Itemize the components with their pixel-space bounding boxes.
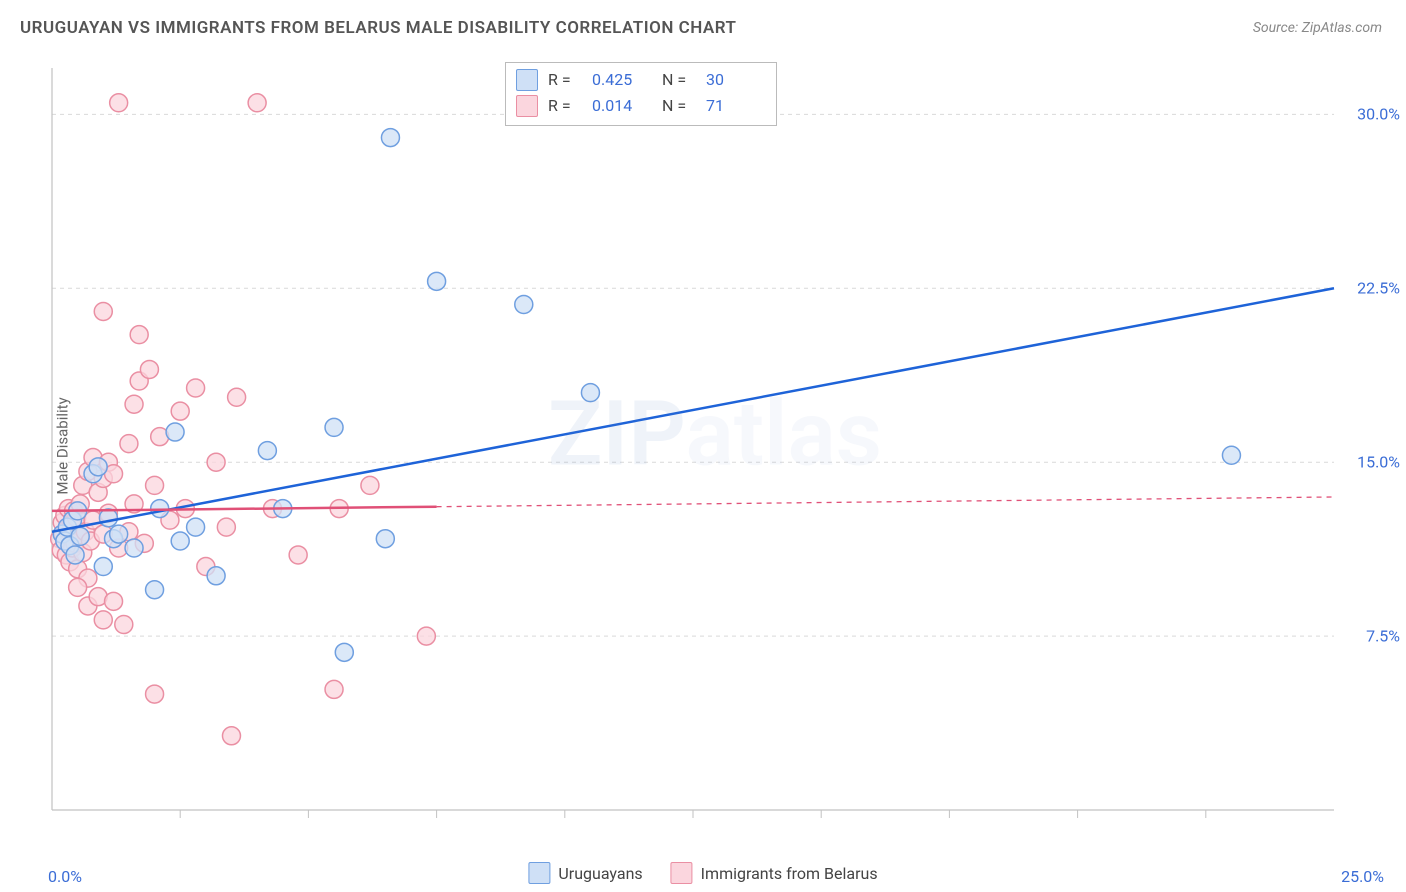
legend-n-value-2: 71	[706, 93, 766, 119]
legend-stats-row-2: R = 0.014 N = 71	[516, 93, 766, 119]
plot-area: ZIPatlas R = 0.425 N = 30 R = 0.014 N = …	[50, 60, 1380, 840]
y-tick-label: 30.0%	[1357, 105, 1400, 124]
legend-swatch-1	[516, 69, 538, 91]
legend-swatch-bottom-1	[528, 862, 550, 884]
chart-container: URUGUAYAN VS IMMIGRANTS FROM BELARUS MAL…	[0, 0, 1406, 892]
legend-stats-row-1: R = 0.425 N = 30	[516, 67, 766, 93]
source-label: Source: ZipAtlas.com	[1253, 20, 1382, 36]
legend-r-prefix: R =	[548, 93, 582, 119]
legend-item-2: Immigrants from Belarus	[671, 862, 878, 884]
legend-swatch-2	[516, 95, 538, 117]
legend-n-value-1: 30	[706, 67, 766, 93]
legend-n-prefix: N =	[662, 93, 696, 119]
legend-label-1: Uruguayans	[558, 864, 642, 883]
legend-swatch-bottom-2	[671, 862, 693, 884]
plot-svg	[50, 60, 1380, 840]
x-min-label: 0.0%	[48, 867, 82, 886]
legend-bottom: Uruguayans Immigrants from Belarus	[528, 862, 877, 884]
legend-item-1: Uruguayans	[528, 862, 642, 884]
y-tick-label: 15.0%	[1357, 453, 1400, 472]
x-max-label: 25.0%	[1341, 867, 1384, 886]
legend-stats-box: R = 0.425 N = 30 R = 0.014 N = 71	[505, 62, 777, 126]
y-tick-label: 7.5%	[1366, 627, 1400, 646]
legend-r-value-1: 0.425	[592, 67, 652, 93]
legend-r-prefix: R =	[548, 67, 582, 93]
y-tick-label: 22.5%	[1357, 279, 1400, 298]
chart-title: URUGUAYAN VS IMMIGRANTS FROM BELARUS MAL…	[20, 18, 736, 38]
legend-n-prefix: N =	[662, 67, 696, 93]
legend-label-2: Immigrants from Belarus	[701, 864, 878, 883]
legend-r-value-2: 0.014	[592, 93, 652, 119]
